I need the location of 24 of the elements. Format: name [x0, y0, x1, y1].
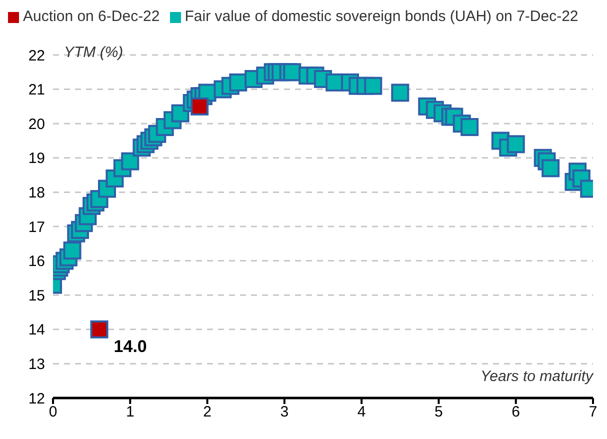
y-tick-label: 22	[28, 47, 45, 64]
y-tick-label: 16	[28, 253, 45, 270]
y-tick-label: 12	[28, 390, 45, 408]
y-tick-label: 18	[28, 184, 45, 202]
y-tick-label: 17	[28, 218, 45, 236]
y-tick-label: 15	[28, 287, 45, 304]
x-tick-label: 2	[203, 404, 212, 421]
y-tick-label: 14	[28, 322, 45, 339]
x-tick-label: 0	[48, 404, 58, 421]
data-label: 14.0	[114, 336, 147, 356]
y-tick-label: 13	[28, 356, 45, 374]
x-tick-label: 3	[280, 404, 289, 421]
x-tick-label: 4	[357, 404, 366, 421]
x-tick-label: 7	[588, 404, 598, 421]
x-tick-label: 1	[126, 404, 134, 421]
y-axis-title: YTM (%)	[64, 44, 124, 61]
y-tick-label: 20	[28, 116, 45, 133]
legend-label: Auction on 6-Dec-22	[23, 8, 160, 25]
legend-label: Fair value of domestic sovereign bonds (UAH) on 7-Dec-22	[184, 8, 578, 25]
x-axis-title: Years to maturity	[480, 368, 593, 385]
x-tick-label: 5	[434, 404, 443, 421]
x-tick-label: 6	[512, 404, 520, 421]
y-tick-label: 19	[28, 150, 45, 168]
y-tick-label: 21	[28, 82, 45, 99]
